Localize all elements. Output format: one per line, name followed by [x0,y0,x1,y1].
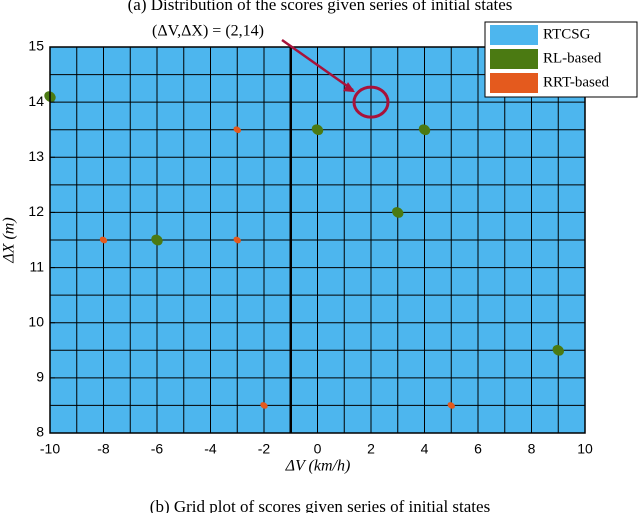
patch [233,126,241,134]
legend-swatch [490,25,538,45]
x-tick-label: 10 [577,441,593,457]
x-tick-label: 0 [314,441,322,457]
patch [418,124,431,136]
x-tick-label: -6 [151,441,164,457]
x-tick-label: 4 [421,441,429,457]
caption: (b) Grid plot of scores given series of … [150,497,490,513]
chart-title: (a) Distribution of the scores given ser… [128,0,513,14]
x-tick-label: -4 [204,441,217,457]
x-axis-label: ΔV (km/h) [285,458,351,475]
y-tick-label: 11 [29,258,44,274]
patch [151,234,163,246]
y-tick-label: 8 [36,424,44,440]
legend-label: RTCSG [543,26,591,42]
legend-label: RRT-based [543,74,610,90]
patch [447,402,455,409]
patch [260,402,268,409]
legend: RTCSG RL-based RRT-based [484,21,638,98]
x-tick-label: -2 [258,441,271,457]
patch [99,236,108,244]
x-tick-label: -10 [40,441,60,457]
x-tick-label: 8 [528,441,536,457]
y-tick-label: 15 [28,38,44,54]
y-tick-label: 14 [28,93,44,109]
x-tick-label: -8 [97,441,110,457]
x-tick-label: 2 [367,441,375,457]
annotation-arrow [281,38,354,92]
legend-swatch [490,49,538,69]
y-tick-label: 9 [36,369,44,385]
y-tick-label: 12 [28,203,44,219]
legend-swatch [490,73,538,93]
arrow-head [343,82,355,93]
patch [552,344,564,356]
y-axis-label: ΔX (m) [1,217,18,263]
annotation-text: (ΔV,ΔX) = (2,14) [152,23,264,40]
patch [311,124,324,136]
patch [392,207,404,218]
legend-label: RL-based [543,50,602,66]
y-tick-label: 13 [28,148,44,164]
patch [233,236,241,244]
annotation-circle [352,85,390,119]
y-tick-label: 10 [28,313,44,329]
x-tick-label: 6 [474,441,482,457]
